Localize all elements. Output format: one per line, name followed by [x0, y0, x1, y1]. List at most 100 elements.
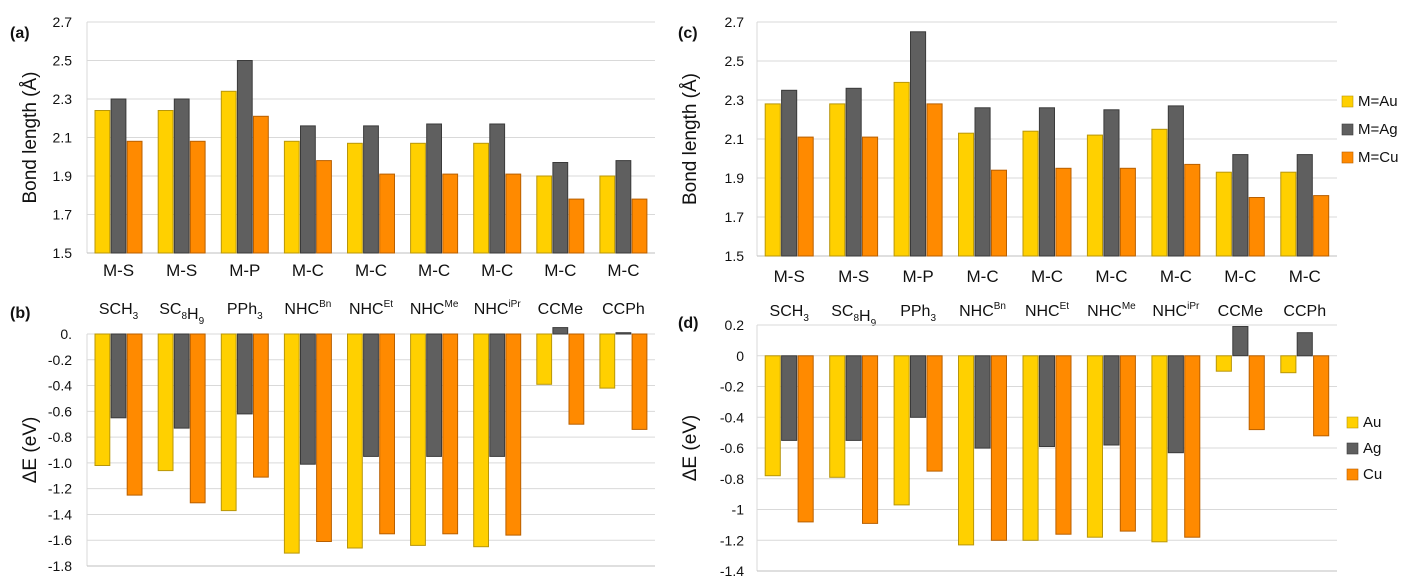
- x-tick-label: M-C: [1095, 267, 1127, 286]
- y-tick-label: -0.2: [720, 379, 744, 395]
- bar-cu: [126, 140, 143, 254]
- bar-au: [764, 103, 781, 257]
- chart-panel-b: (b) 0. -0.2 -0.4 -0.6 -0.8 -1.0 -1.2 -1.4 -1.6 -1.…: [10, 305, 655, 574]
- bar-ag: [1103, 355, 1120, 446]
- x-tick-label: M-C: [1160, 267, 1192, 286]
- bar-au: [1022, 130, 1039, 257]
- y-tick-label: 1.5: [725, 248, 745, 264]
- x-tick-label: M-P: [903, 267, 934, 286]
- legend-label: M=Ag: [1358, 121, 1398, 138]
- bar-cu: [1055, 167, 1072, 257]
- x-tick-label: M-C: [967, 267, 999, 286]
- bar-au: [1215, 355, 1232, 372]
- x-tick-label: M-P: [229, 261, 260, 280]
- y-tick-label: -0.8: [48, 429, 72, 445]
- bar-au: [829, 103, 846, 257]
- bar-cu: [990, 169, 1008, 257]
- y-tick-label: -1.2: [48, 481, 72, 497]
- bar-cu: [1248, 355, 1265, 431]
- bar-cu: [442, 173, 459, 254]
- y-tick-label: 1.7: [53, 207, 73, 223]
- ligand-label: CCPh: [1283, 303, 1326, 320]
- ligand-label: NHCiPr: [1152, 301, 1200, 320]
- y-tick-label: -0.4: [720, 409, 744, 425]
- y-tick-label: -0.8: [720, 471, 744, 487]
- bar-ag: [781, 355, 798, 441]
- y-tick-label: 0.2: [725, 317, 745, 333]
- x-tick-label: M-C: [1289, 267, 1321, 286]
- y-tick-label: -0.2: [48, 352, 72, 368]
- x-tick-label: M-S: [166, 261, 197, 280]
- bar-ag: [974, 355, 991, 449]
- bar-cu: [442, 333, 459, 535]
- x-tick-label: M-S: [774, 267, 805, 286]
- bar-au: [1022, 355, 1039, 541]
- y-tick-label: 2.7: [725, 14, 745, 30]
- panel-label: (b): [10, 305, 30, 322]
- bar-ag: [1232, 154, 1249, 257]
- bar-ag: [363, 125, 379, 254]
- legend-swatch-ag: [1346, 442, 1359, 455]
- ligand-label: SCH3: [99, 301, 139, 322]
- chart-panel-c: (c) 1.5 1.7 1.9 2.1 2.3 2.5 2.7 Bond length (Å) M…: [678, 14, 1398, 329]
- x-tick-label: M-C: [607, 261, 639, 280]
- y-tick-label: -1.4: [48, 506, 72, 522]
- bar-cu: [189, 140, 206, 254]
- bar-cu: [316, 333, 332, 542]
- bar-ag: [1296, 332, 1313, 357]
- bar-au: [473, 333, 490, 548]
- x-tick-label: M-C: [1224, 267, 1256, 286]
- legend-swatch-cu: [1346, 468, 1359, 481]
- bar-cu: [1055, 355, 1072, 535]
- ligand-label: NHCBn: [959, 301, 1006, 320]
- y-tick-label: -0.6: [48, 403, 72, 419]
- legend-label: Ag: [1363, 440, 1381, 457]
- bar-cu: [379, 173, 396, 254]
- bar-au: [347, 333, 363, 549]
- bar-cu: [189, 333, 206, 504]
- bar-cu: [1119, 167, 1136, 257]
- bar-au: [599, 175, 616, 254]
- bar-cu: [862, 355, 879, 524]
- x-tick-label: M-C: [292, 261, 324, 280]
- bar-au: [410, 142, 426, 254]
- bar-ag: [1167, 355, 1184, 454]
- bar-au: [347, 142, 363, 254]
- ligand-label: NHCMe: [410, 299, 459, 318]
- y-tick-label: 1.9: [53, 168, 73, 184]
- bar-ag: [110, 98, 127, 254]
- bar-ag: [1038, 107, 1056, 257]
- bar-ag: [489, 123, 506, 254]
- bar-ag: [1232, 326, 1249, 357]
- y-tick-label: 2.1: [725, 131, 745, 147]
- ligand-label: CCPh: [602, 301, 645, 318]
- bar-ag: [363, 333, 379, 457]
- bar-ag: [1103, 109, 1120, 257]
- ligand-label: SC8H9: [159, 301, 204, 327]
- bar-au: [410, 333, 426, 546]
- bar-au: [958, 132, 975, 257]
- bar-ag: [173, 333, 190, 429]
- y-tick-label: 0: [736, 348, 744, 364]
- bar-cu: [1313, 355, 1330, 437]
- bar-cu: [253, 115, 269, 254]
- bar-au: [536, 175, 553, 254]
- bar-au: [94, 110, 111, 254]
- ligand-label: NHCMe: [1087, 301, 1136, 320]
- bar-ag: [300, 333, 316, 465]
- y-tick-label: 2.5: [725, 53, 745, 69]
- y-tick-label: -0.4: [48, 378, 72, 394]
- bar-cu: [1119, 355, 1136, 532]
- legend-swatch-au: [1341, 95, 1354, 108]
- panel-label: (d): [678, 315, 698, 332]
- y-axis-label: Bond length (Å): [680, 73, 701, 205]
- bar-ag: [910, 355, 927, 418]
- bar-ag: [236, 333, 253, 415]
- bar-cu: [253, 333, 269, 478]
- x-tick-label: M-C: [418, 261, 450, 280]
- ligand-label: CCMe: [538, 301, 583, 318]
- ligand-label: NHCEt: [349, 299, 393, 318]
- bar-ag: [1167, 105, 1184, 257]
- x-tick-label: M-C: [1031, 267, 1063, 286]
- x-tick-label: M-C: [355, 261, 387, 280]
